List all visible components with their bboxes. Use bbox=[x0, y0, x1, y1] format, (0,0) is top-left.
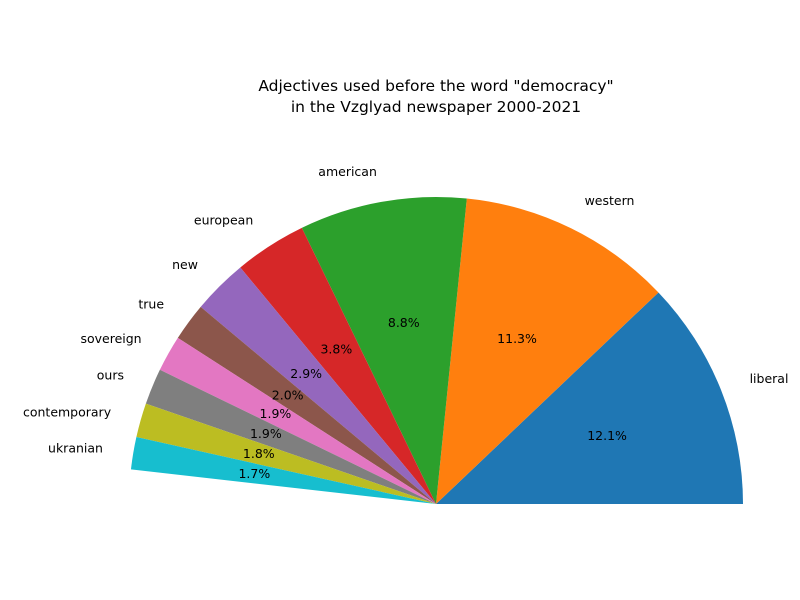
pct-label-true: 2.0% bbox=[272, 387, 304, 402]
percentage-labels: 12.1% 11.3% 8.8% 3.8% 2.9% 2.0% 1.9% 1.9% 1.8% 1.… bbox=[238, 315, 627, 481]
category-label-true: true bbox=[138, 296, 164, 311]
pie-slice-western bbox=[436, 198, 659, 504]
pie-slice-new bbox=[200, 267, 436, 504]
pct-label-liberal: 12.1% bbox=[587, 428, 627, 443]
category-labels: liberal western american european new true sov… bbox=[23, 164, 788, 456]
category-label-american: american bbox=[318, 164, 377, 179]
pct-label-european: 3.8% bbox=[320, 342, 352, 357]
chart-title-line-1: Adjectives used before the word "democra… bbox=[258, 77, 613, 95]
chart-title-line-2: in the Vzglyad newspaper 2000-2021 bbox=[291, 98, 581, 116]
category-label-sovereign: sovereign bbox=[80, 331, 141, 346]
pie-slice-european bbox=[240, 227, 436, 505]
pie-slices bbox=[130, 197, 743, 505]
pct-label-ours: 1.9% bbox=[250, 426, 282, 441]
pie-slice-liberal bbox=[436, 292, 743, 504]
pie-slice-sovereign bbox=[159, 337, 437, 504]
category-label-western: western bbox=[585, 193, 635, 208]
chart-title: Adjectives used before the word "democra… bbox=[258, 77, 613, 116]
pct-label-new: 2.9% bbox=[290, 366, 322, 381]
pie-slice-ours bbox=[145, 369, 436, 504]
pie-slice-ukranian bbox=[130, 437, 436, 504]
pct-label-western: 11.3% bbox=[497, 331, 537, 346]
pct-label-ukranian: 1.7% bbox=[238, 466, 270, 481]
pct-label-american: 8.8% bbox=[388, 315, 420, 330]
category-label-contemporary: contemporary bbox=[23, 404, 112, 419]
pie-slice-true bbox=[177, 306, 436, 504]
category-label-ukranian: ukranian bbox=[48, 441, 103, 456]
pie-slice-contemporary bbox=[136, 403, 436, 504]
category-label-new: new bbox=[172, 257, 198, 272]
pie-slice-american bbox=[301, 197, 467, 504]
category-label-european: european bbox=[194, 213, 253, 228]
category-label-liberal: liberal bbox=[750, 371, 789, 386]
pct-label-contemporary: 1.8% bbox=[243, 446, 275, 461]
pct-label-sovereign: 1.9% bbox=[260, 406, 292, 421]
category-label-ours: ours bbox=[97, 367, 124, 382]
